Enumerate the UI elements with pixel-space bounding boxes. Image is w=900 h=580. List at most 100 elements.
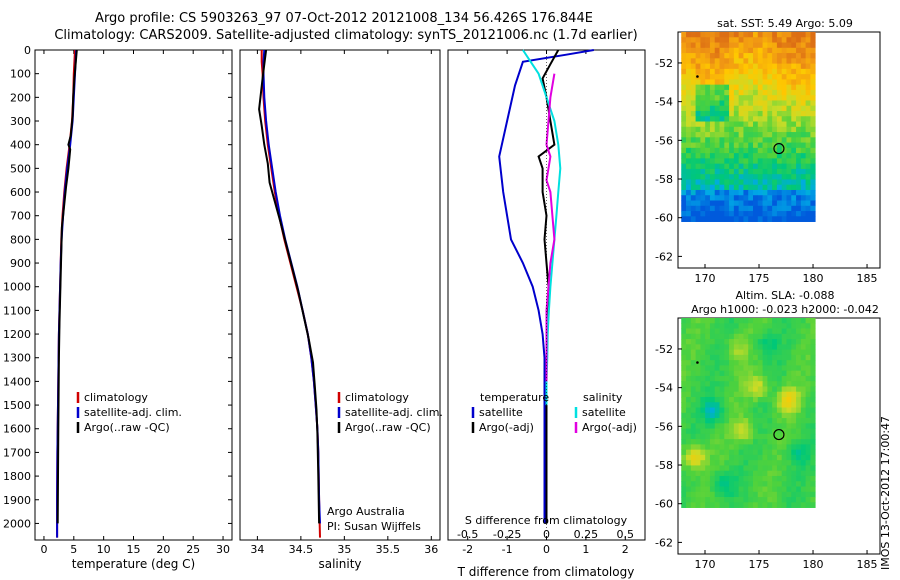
map-cell — [729, 354, 735, 361]
map-cell — [776, 105, 783, 112]
map-cell — [714, 89, 720, 96]
map-cell — [743, 189, 749, 196]
map-cell — [810, 37, 816, 43]
map-cell — [724, 412, 730, 419]
map-cell — [705, 116, 711, 122]
legend-label: satellite-adj. clim. — [345, 406, 443, 419]
map-cell — [781, 328, 787, 335]
map-cell — [757, 32, 763, 38]
map-cell — [781, 333, 787, 340]
map-cell — [690, 179, 696, 186]
map-cell — [757, 418, 763, 424]
map-cell — [681, 491, 687, 498]
map-cell — [776, 491, 783, 498]
map-cell — [738, 100, 744, 107]
map-cell — [738, 365, 744, 372]
map-cell — [748, 79, 754, 86]
map-cell — [690, 116, 696, 122]
map-cell — [724, 439, 730, 445]
map-cell — [791, 179, 797, 186]
map-cell — [772, 121, 778, 128]
map-cell — [700, 110, 706, 117]
map-cell — [709, 444, 716, 451]
map-cell — [738, 121, 744, 128]
map-cell — [762, 396, 768, 403]
map-cell — [791, 481, 797, 487]
map-cell — [748, 391, 754, 398]
map-cell — [714, 454, 720, 461]
map-cell — [729, 375, 735, 382]
map-cell — [757, 142, 763, 149]
map-cell — [709, 339, 716, 345]
map-cell — [753, 189, 759, 196]
map-cell — [805, 174, 811, 180]
map-cell — [786, 158, 792, 165]
map-cell — [786, 339, 792, 345]
map-cell — [796, 360, 802, 366]
map-cell — [681, 74, 687, 80]
map-cell — [762, 318, 768, 324]
map-cell — [786, 153, 792, 159]
map-cell — [729, 163, 735, 170]
map-cell — [772, 200, 778, 207]
map-cell — [805, 153, 811, 159]
map-cell — [743, 132, 749, 138]
map-cell — [753, 444, 759, 451]
map-cell — [705, 189, 711, 196]
map-cell — [733, 158, 740, 165]
map-cell — [753, 126, 759, 133]
map-cell — [733, 32, 740, 38]
map-cell — [695, 354, 701, 361]
map-cell — [700, 365, 706, 372]
map-cell — [805, 132, 811, 138]
map-cell — [791, 333, 797, 340]
map-cell — [705, 391, 711, 398]
map-cell — [733, 116, 740, 122]
map-cell — [681, 365, 687, 372]
map-cell — [695, 444, 701, 451]
map-cell — [757, 444, 763, 451]
map-cell — [738, 470, 744, 477]
series-line — [522, 49, 562, 406]
map-cell — [719, 486, 725, 493]
map-cell — [767, 428, 773, 435]
map-cell — [762, 126, 768, 133]
x-tick-label: 180 — [803, 272, 824, 285]
map-cell — [796, 381, 802, 387]
map-cell — [690, 174, 696, 180]
map-cell — [690, 95, 696, 101]
map-cell — [705, 179, 711, 186]
map-cell — [709, 126, 716, 133]
map-cell — [738, 354, 744, 361]
map-cell — [762, 79, 768, 86]
map-cell — [724, 116, 730, 122]
map-cell — [757, 391, 763, 398]
map-cell — [796, 68, 802, 75]
map-cell — [791, 396, 797, 403]
map-cell — [686, 216, 692, 222]
map-cell — [681, 486, 687, 493]
map-cell — [700, 63, 706, 70]
map-cell — [705, 168, 711, 175]
map-cell — [776, 121, 783, 128]
map-cell — [757, 491, 763, 498]
map-cell — [748, 74, 754, 80]
map-cell — [796, 407, 802, 414]
map-cell — [695, 449, 701, 456]
map-cell — [733, 121, 740, 128]
map-cell — [690, 344, 696, 350]
map-cell — [705, 84, 711, 91]
map-cell — [705, 328, 711, 335]
map-cell — [805, 491, 811, 498]
map-cell — [767, 68, 773, 75]
map-cell — [686, 391, 692, 398]
map-cell — [767, 42, 773, 49]
map-cell — [762, 147, 768, 154]
map-cell — [796, 502, 802, 508]
map-cell — [767, 53, 773, 59]
map-cell — [733, 95, 740, 101]
map-cell — [786, 391, 792, 398]
map-cell — [719, 323, 725, 329]
map-cell — [695, 423, 701, 429]
map-cell — [757, 95, 763, 101]
